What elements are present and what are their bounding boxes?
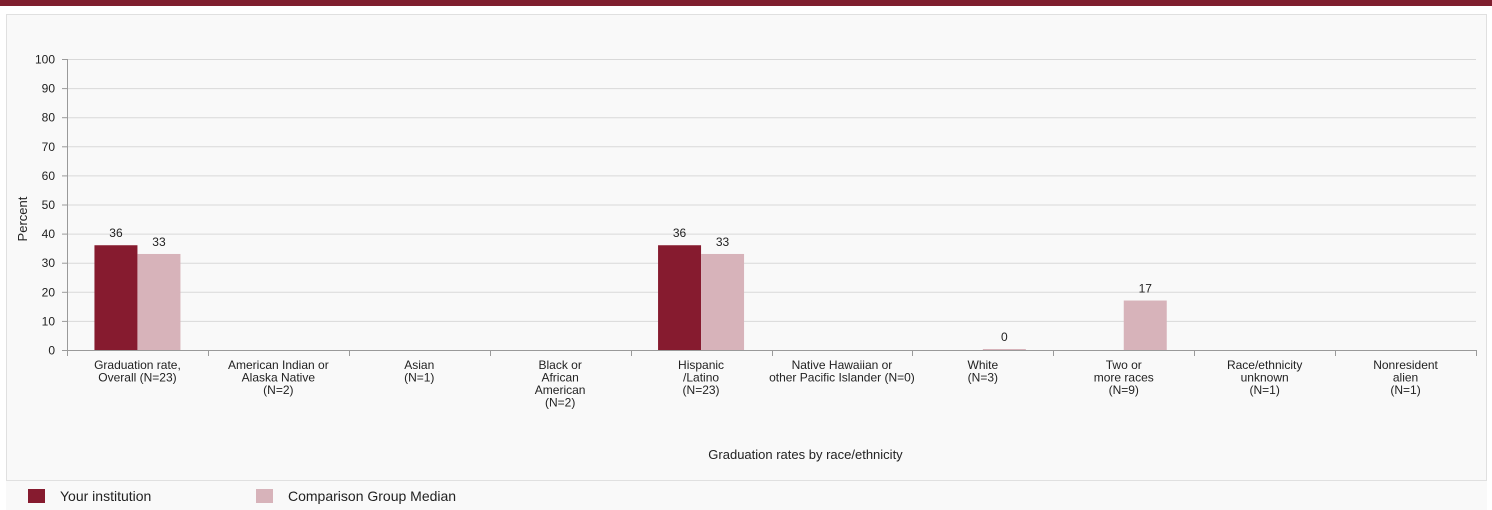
y-tick-label: 20 — [42, 285, 56, 299]
legend-swatch-your-institution — [28, 489, 45, 503]
y-axis-title: Percent — [15, 196, 30, 241]
data-label: 17 — [1139, 282, 1153, 296]
x-tick-label: Alaska Native — [242, 371, 316, 385]
x-tick-label: Graduation rate, — [94, 358, 181, 372]
x-tick-label: Black or — [538, 358, 581, 372]
x-tick-label: Asian — [404, 358, 434, 372]
y-tick-label: 100 — [35, 53, 55, 67]
y-tick-label: 60 — [42, 169, 56, 183]
x-tick-label: (N=2) — [263, 383, 293, 397]
y-tick-label: 70 — [42, 140, 56, 154]
y-tick-label: 0 — [48, 344, 55, 358]
bar-comparison-median — [701, 253, 745, 350]
x-axis-title: Graduation rates by race/ethnicity — [708, 447, 903, 462]
bar-your-institution — [94, 245, 138, 350]
y-tick-label: 50 — [42, 198, 56, 212]
data-label: 33 — [716, 235, 730, 249]
x-tick-label: African — [541, 371, 578, 385]
legend-item-your-institution: Your institution — [28, 488, 151, 504]
x-tick-label: (N=23) — [683, 383, 720, 397]
y-tick-label: 40 — [42, 227, 56, 241]
legend-label-comparison-group-median: Comparison Group Median — [288, 488, 457, 504]
x-tick-label: alien — [1393, 371, 1418, 385]
x-tick-label: other Pacific Islander (N=0) — [769, 371, 915, 385]
x-tick-label: (N=1) — [1390, 383, 1420, 397]
x-tick-label: Nonresident — [1373, 358, 1438, 372]
bar-chart: 0 10 20 30 40 50 60 70 80 90 100 36 33 Graduation rat… — [15, 53, 1477, 462]
y-tick-label: 10 — [42, 314, 56, 328]
x-tick-label: Hispanic — [678, 358, 724, 372]
x-tick-label: Race/ethnicity — [1227, 358, 1302, 372]
x-tick-label: /Latino — [683, 371, 719, 385]
data-label: 0 — [1001, 330, 1008, 344]
legend-strip — [6, 480, 1487, 510]
x-tick-label: Overall (N=23) — [98, 371, 176, 385]
data-label: 36 — [109, 226, 123, 240]
header-bar — [0, 0, 1492, 6]
y-tick-label: 30 — [42, 256, 56, 270]
data-label: 33 — [152, 235, 166, 249]
bar-comparison-median — [1123, 300, 1167, 350]
x-tick-label: (N=1) — [404, 371, 434, 385]
x-tick-label: White — [968, 358, 999, 372]
legend-swatch-comparison-group-median — [256, 489, 273, 503]
x-tick-label: (N=1) — [1249, 383, 1279, 397]
x-tick-label: unknown — [1241, 371, 1289, 385]
bar-your-institution — [658, 245, 702, 350]
x-tick-label: (N=2) — [545, 396, 575, 410]
x-tick-label: American — [535, 383, 586, 397]
data-label: 36 — [673, 226, 687, 240]
chart-panel — [6, 14, 1487, 510]
legend-label-your-institution: Your institution — [60, 488, 152, 504]
x-tick-label: more races — [1094, 371, 1154, 385]
x-tick-label: (N=3) — [968, 371, 998, 385]
x-tick-label: (N=9) — [1109, 383, 1139, 397]
x-tick-label: Native Hawaiian or — [792, 358, 893, 372]
bar-comparison-median — [982, 349, 1026, 350]
bar-comparison-median — [137, 253, 181, 350]
x-tick-label: American Indian or — [228, 358, 329, 372]
y-tick-label: 80 — [42, 111, 56, 125]
x-tick-label: Two or — [1106, 358, 1142, 372]
y-tick-label: 90 — [42, 82, 56, 96]
legend-item-comparison-group-median: Comparison Group Median — [256, 488, 456, 504]
